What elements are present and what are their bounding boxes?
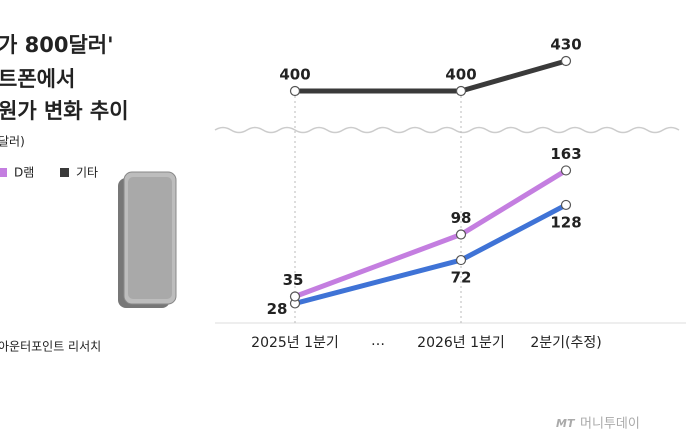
phone [118,171,177,308]
x-tick-label: 2026년 1분기 [417,335,505,351]
value-label: 430 [550,36,581,54]
series-line [294,202,568,306]
value-label: 128 [550,213,581,231]
legend-swatch [60,168,69,177]
title-line: 원가 변화 추이 [0,99,129,123]
point [455,254,467,266]
legend-label: 기타 [76,166,98,180]
value-label: 72 [451,269,472,287]
point [560,199,572,211]
title-line: 트폰에서 [0,67,75,91]
value-label: 98 [451,209,472,227]
value-label: 35 [283,271,304,289]
legend-swatch [0,168,7,177]
axis-break [214,126,680,134]
x-gap-label: … [371,333,385,349]
point [455,229,467,240]
x-tick-label: 2분기(추정) [530,335,601,351]
logo: MT [556,417,576,430]
series-line [295,58,567,94]
unit: 달러) [0,135,25,149]
point [560,55,572,67]
legend-label: D램 [14,166,34,180]
title-line: 가 800달러' [0,33,114,57]
point [289,291,301,302]
source: 아운터포인트 리서치 [0,340,101,354]
value-label: 400 [279,66,310,84]
value-label: 400 [445,66,476,84]
x-tick-label: 2025년 1분기 [251,335,339,351]
point [455,85,467,97]
watermark: 머니투데이 [580,417,640,432]
value-label: 28 [267,300,288,318]
series-line [294,168,568,299]
value-label: 163 [550,145,581,163]
point [560,165,572,176]
point [289,85,301,97]
